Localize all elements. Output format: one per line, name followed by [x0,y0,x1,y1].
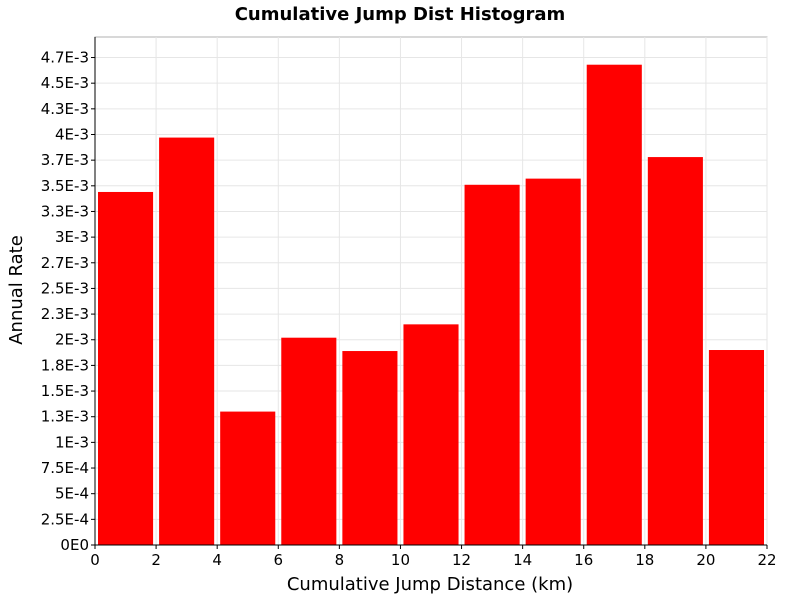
y-tick-label-12: 3E-3 [55,228,89,246]
y-tick-label-13: 3.3E-3 [41,202,89,220]
y-tick-label-10: 2.5E-3 [41,279,89,297]
bar-0 [98,191,154,546]
x-tick-label-6: 12 [452,551,471,569]
x-tick-label-3: 6 [273,551,283,569]
x-tick-label-2: 4 [212,551,222,569]
y-tick-label-18: 4.5E-3 [41,74,89,92]
bar-9 [647,157,703,545]
chart-title: Cumulative Jump Dist Histogram [235,4,566,25]
y-tick-label-17: 4.3E-3 [41,100,89,118]
bar-7 [525,178,581,545]
bar-4 [342,351,398,545]
y-axis-title: Annual Rate [6,235,27,345]
bar-10 [708,350,764,545]
y-tick-label-19: 4.7E-3 [41,49,89,67]
y-tick-label-14: 3.5E-3 [41,177,89,195]
bar-6 [464,184,520,546]
x-tick-label-7: 14 [513,551,532,569]
x-tick-label-11: 22 [757,551,776,569]
y-tick-label-0: 0E0 [60,536,89,554]
y-tick-label-8: 2E-3 [55,331,89,349]
y-tick-label-1: 2.5E-4 [41,510,89,528]
y-tick-label-2: 5E-4 [55,485,89,503]
x-axis-title: Cumulative Jump Distance (km) [287,574,573,595]
bar-5 [403,324,459,545]
bar-8 [586,64,642,545]
bar-2 [220,411,276,545]
y-tick-label-5: 1.3E-3 [41,408,89,426]
y-tick-label-9: 2.3E-3 [41,305,89,323]
x-tick-label-1: 2 [151,551,161,569]
y-tick-label-7: 1.8E-3 [41,356,89,374]
x-tick-label-5: 10 [391,551,410,569]
x-axis-ticks: 0 2 4 6 8 10 12 14 16 18 20 22 [90,545,777,569]
x-tick-label-9: 18 [635,551,654,569]
x-tick-label-0: 0 [90,551,100,569]
bar-1 [159,137,215,545]
y-tick-label-11: 2.7E-3 [41,254,89,272]
bar-3 [281,337,337,545]
bars [98,64,764,546]
y-tick-label-16: 4E-3 [55,125,89,143]
x-tick-label-4: 8 [335,551,345,569]
y-tick-label-4: 1E-3 [55,433,89,451]
x-tick-label-8: 16 [574,551,593,569]
x-tick-label-10: 20 [696,551,715,569]
y-tick-label-15: 3.7E-3 [41,151,89,169]
y-tick-label-3: 7.5E-4 [41,459,89,477]
y-tick-label-6: 1.5E-3 [41,382,89,400]
y-axis-ticks: 0E0 2.5E-4 5E-4 7.5E-4 1E-3 1.3E-3 1.5E-3 1.8E-… [41,49,95,554]
